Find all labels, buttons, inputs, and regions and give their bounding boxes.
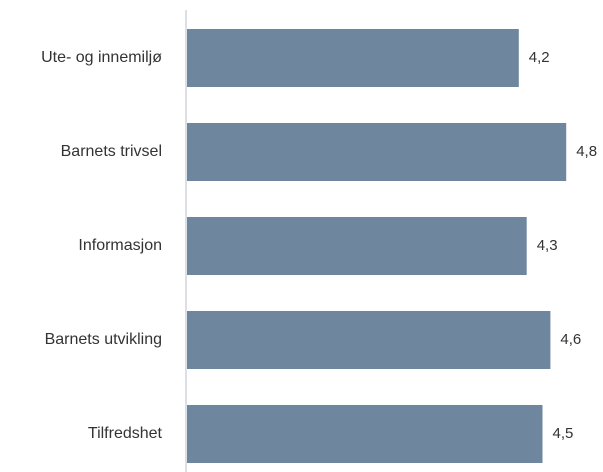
bar [187, 217, 527, 275]
category-label: Barnets utvikling [45, 331, 162, 348]
category-label: Tilfredshet [88, 425, 163, 442]
value-label: 4,3 [537, 237, 558, 254]
category-label: Ute- og innemiljø [41, 49, 162, 66]
value-label: 4,2 [529, 49, 550, 66]
category-label: Informasjon [78, 237, 162, 254]
bar [187, 123, 567, 181]
bar [187, 29, 519, 87]
bar [187, 405, 543, 463]
value-label: 4,5 [553, 425, 574, 442]
bar [187, 311, 551, 369]
value-label: 4,8 [576, 143, 597, 160]
value-label: 4,6 [560, 331, 581, 348]
category-label: Barnets trivsel [61, 143, 162, 160]
